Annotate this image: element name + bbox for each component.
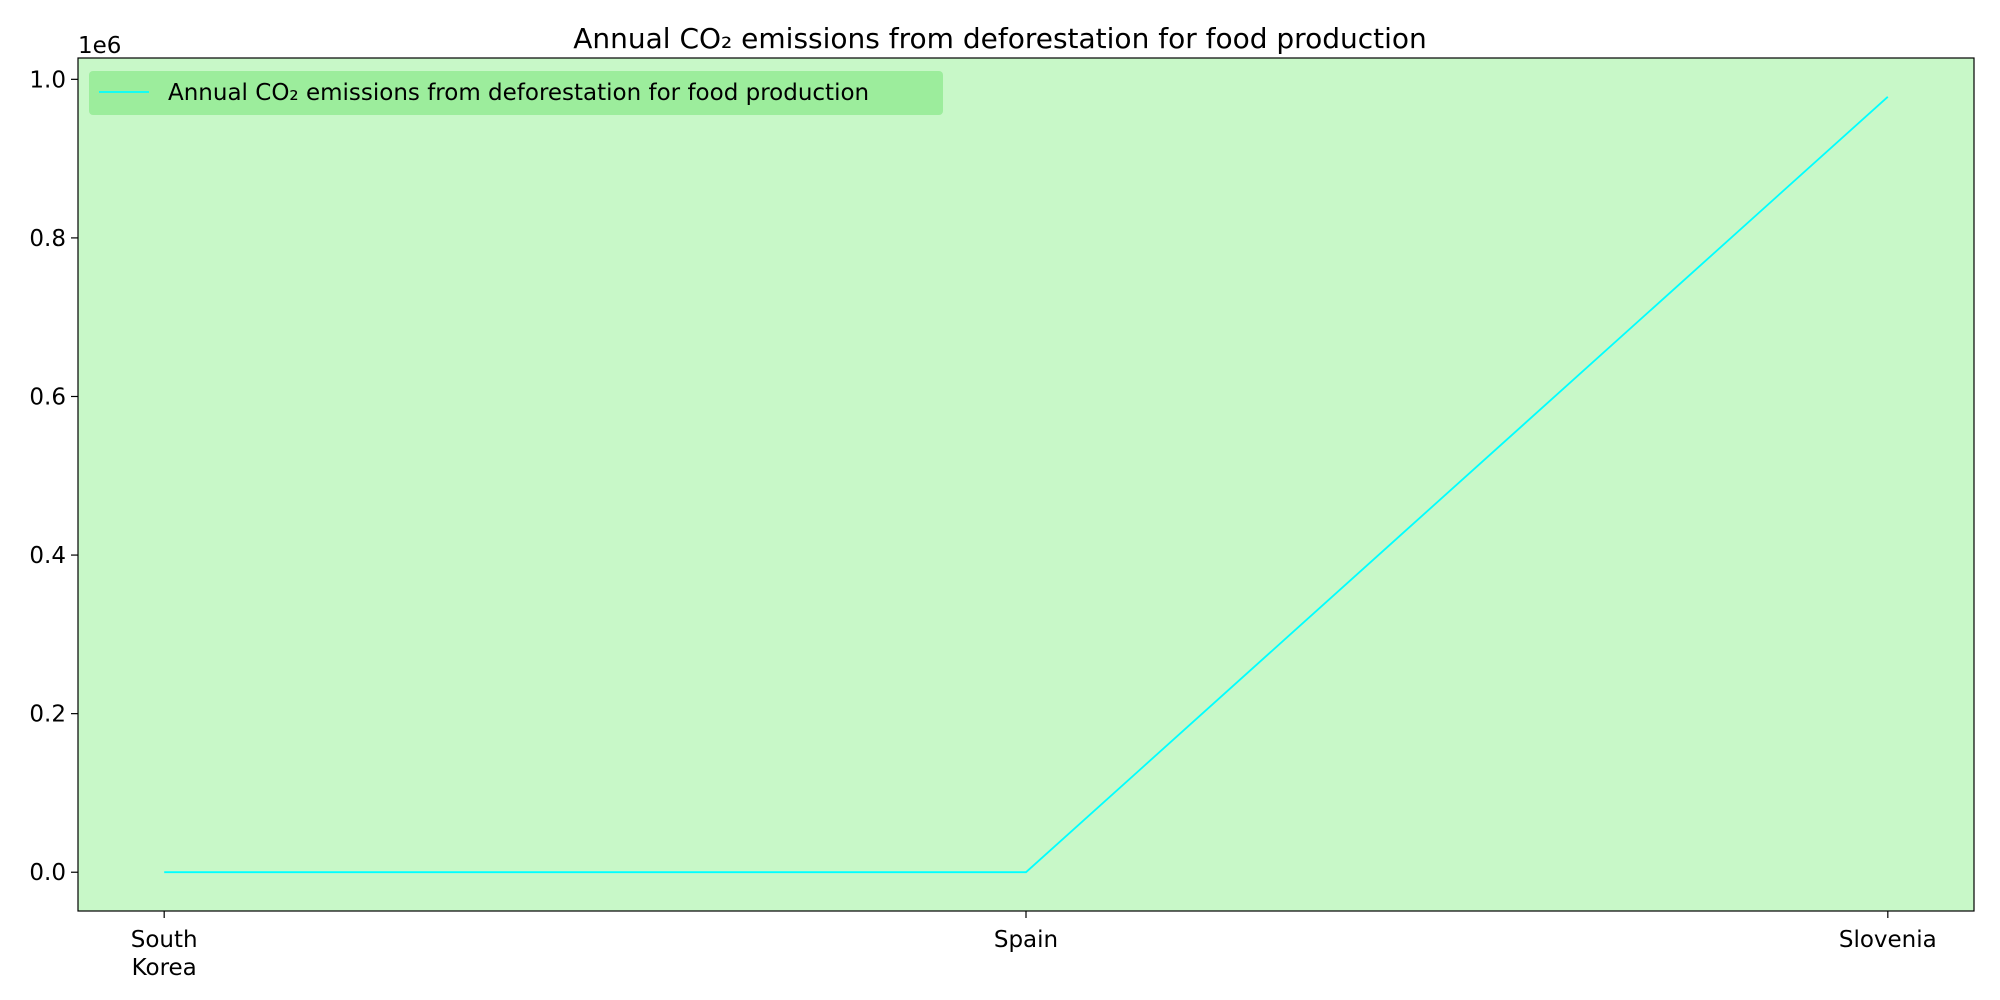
y-tick-label: 0.0 [29,860,66,886]
y-tick-label: 0.2 [29,702,66,728]
legend-label: Annual CO₂ emissions from deforestation … [168,80,869,106]
x-tick-label: Slovenia [1839,927,1937,953]
x-tick-label: Spain [994,927,1058,953]
y-tick-label: 0.6 [29,384,66,410]
y-tick-label: 0.8 [29,226,66,252]
legend-box [89,71,943,115]
plot-frame [77,57,1975,912]
x-axis: South Korea Spain Slovenia [131,911,1937,981]
x-tick-label: South Korea [131,927,198,981]
legend: Annual CO₂ emissions from deforestation … [89,71,943,115]
y-tick-label: 0.4 [29,543,66,569]
y-axis: 0.0 0.2 0.4 0.6 0.8 1.0 [29,67,78,886]
y-tick-label: 1.0 [29,67,66,93]
series-layer [164,96,1889,874]
chart-title: Annual CO₂ emissions from deforestation … [573,22,1427,55]
plot-area [78,58,1974,911]
series-line [164,96,1889,874]
y-axis-offset-label: 1e6 [78,33,121,59]
